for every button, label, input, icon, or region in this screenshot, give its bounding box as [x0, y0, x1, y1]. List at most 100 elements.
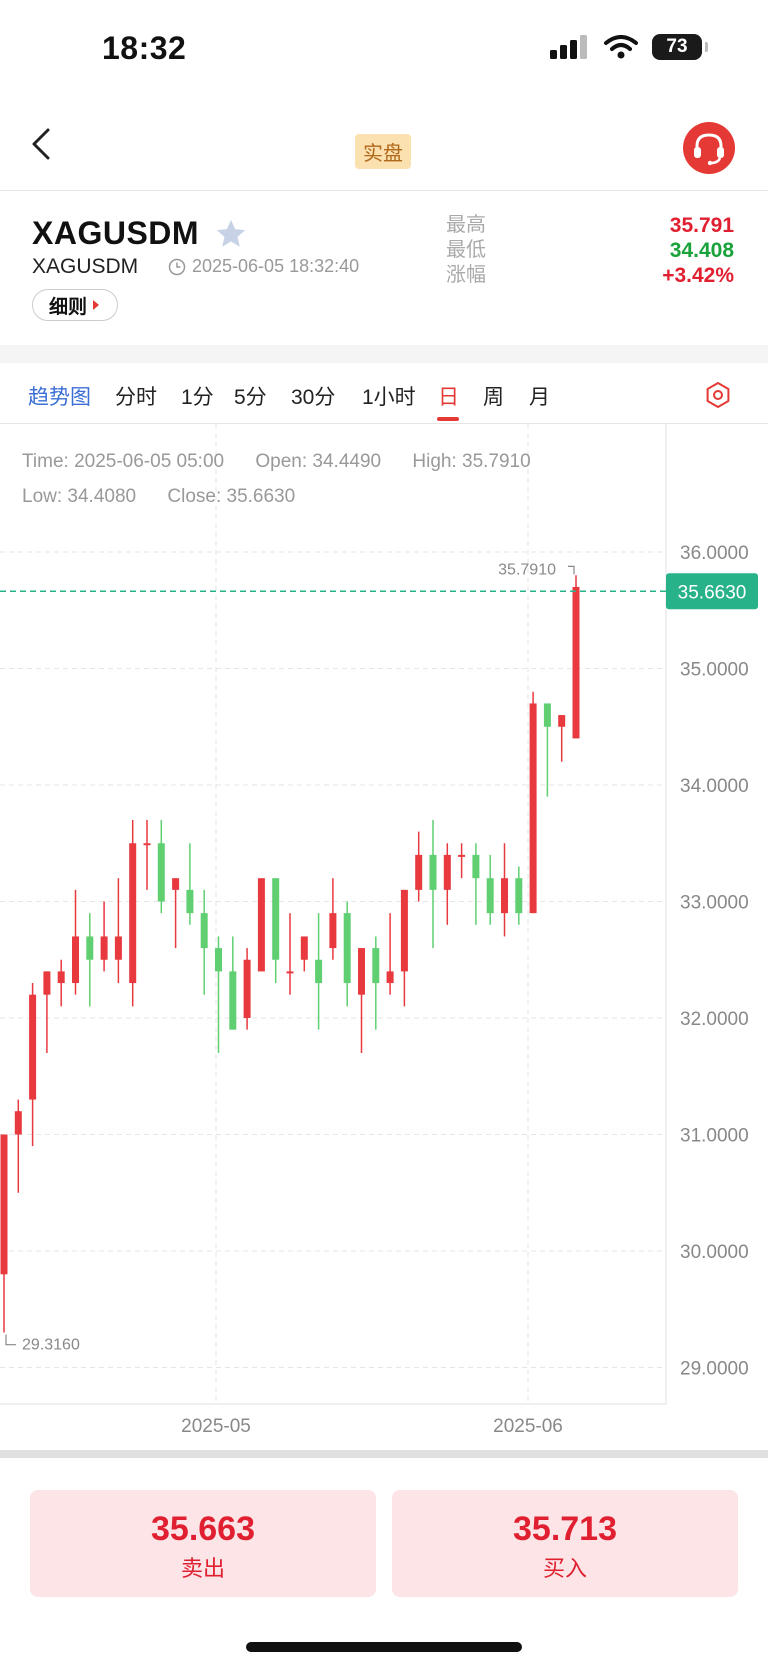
- status-bar: 18:32 73: [0, 0, 768, 100]
- tab-1min[interactable]: 1分: [181, 386, 214, 409]
- back-arrow-icon[interactable]: [24, 122, 64, 166]
- candle-body: [529, 703, 537, 914]
- active-tab-indicator: [437, 417, 459, 421]
- change-label: 涨幅: [446, 264, 486, 286]
- rules-button[interactable]: 细则: [32, 289, 119, 321]
- customer-support-button[interactable]: [683, 122, 735, 174]
- y-tick-label: 35.0000: [680, 660, 749, 681]
- home-indicator: [246, 1642, 522, 1652]
- tab-month[interactable]: 月: [529, 386, 550, 409]
- header-divider: [0, 190, 768, 191]
- account-mode-badge: 实盘: [355, 134, 411, 169]
- ohlc-readout: Time: 2025-06-05 05:00 Open: 34.4490 Hig…: [22, 444, 557, 514]
- ohlc-open: Open: 34.4490: [255, 451, 382, 472]
- buy-price: 35.713: [513, 1510, 617, 1548]
- buy-label: 买入: [542, 1556, 587, 1581]
- tab-trend[interactable]: 趋势图: [28, 386, 91, 409]
- x-tick-label: 2025-05: [181, 1416, 251, 1437]
- sell-price: 35.663: [151, 1510, 255, 1548]
- high-label: 最高: [446, 214, 486, 236]
- current-price-tag: [666, 573, 758, 610]
- status-icons: 73: [550, 34, 708, 60]
- symbol-title: XAGUSDM: [32, 215, 200, 251]
- ohlc-high: High: 35.7910: [412, 451, 531, 472]
- symbol-info-panel: XAGUSDM XAGUSDM 2025-06-05 18:32:40 细则 最…: [0, 191, 768, 343]
- candle-body: [315, 959, 323, 984]
- candle-body: [129, 843, 137, 984]
- candle-body: [501, 878, 508, 914]
- current-price-value: 35.6630: [678, 582, 747, 603]
- bottom-separator: [0, 1450, 768, 1458]
- tab-intraday[interactable]: 分时: [115, 386, 157, 409]
- y-tick-label: 32.0000: [680, 1009, 749, 1030]
- candle-body: [286, 971, 294, 974]
- candle-body: [172, 878, 180, 890]
- candle-body: [143, 843, 151, 846]
- tab-30min[interactable]: 30分: [291, 386, 336, 409]
- tab-day[interactable]: 日: [438, 386, 459, 409]
- candle-body: [243, 959, 251, 1018]
- y-tick-label: 30.0000: [680, 1242, 749, 1263]
- candle-body: [157, 843, 165, 902]
- tabs-divider: [0, 423, 768, 424]
- candle-body: [415, 854, 423, 890]
- section-gap: [0, 345, 768, 363]
- clock-icon: [168, 258, 186, 275]
- symbol-subtitle: XAGUSDM: [32, 255, 139, 278]
- stat-labels: 最高 最低 涨幅: [446, 213, 486, 288]
- candle-body: [515, 878, 523, 914]
- candle-body: [400, 889, 408, 972]
- rules-label: 细则: [49, 296, 88, 318]
- candle-body: [114, 936, 122, 960]
- headset-icon: [694, 133, 724, 166]
- candle-body: [358, 948, 365, 995]
- wifi-icon: [604, 35, 638, 59]
- max-price-marker: [568, 565, 575, 575]
- candle-body: [100, 936, 108, 960]
- candle-body: [543, 703, 551, 727]
- min-price-label: 29.3160: [22, 1337, 80, 1354]
- candle-body: [257, 878, 265, 972]
- candle-body: [472, 854, 480, 879]
- candle-body: [458, 854, 466, 857]
- candle-body: [486, 878, 494, 914]
- chart-settings-icon[interactable]: [704, 381, 732, 409]
- candle-body: [229, 971, 237, 1030]
- y-tick-label: 36.0000: [680, 543, 749, 564]
- y-tick-label: 34.0000: [680, 776, 749, 797]
- candle-body: [443, 854, 451, 890]
- candle-body: [86, 936, 94, 960]
- tab-5min[interactable]: 5分: [234, 386, 267, 409]
- candle-body: [43, 971, 51, 995]
- x-tick-label: 2025-06: [493, 1416, 563, 1437]
- ohlc-low: Low: 34.4080: [22, 486, 137, 507]
- tab-1hour[interactable]: 1小时: [362, 386, 416, 409]
- favorite-star-icon[interactable]: [214, 217, 248, 251]
- sell-button[interactable]: 35.663 卖出: [30, 1490, 376, 1597]
- candle-body: [272, 878, 280, 960]
- candle-body: [300, 936, 308, 960]
- candle-body: [14, 1111, 22, 1135]
- candle-body: [186, 889, 194, 914]
- low-value: 34.408: [669, 239, 734, 262]
- y-tick-label: 31.0000: [680, 1126, 749, 1147]
- tab-week[interactable]: 周: [483, 386, 504, 409]
- candle-body: [343, 913, 351, 984]
- period-tabs: 趋势图 分时 1分 5分 30分 1小时 日 周 月: [0, 363, 768, 423]
- nav-bar: 实盘: [0, 100, 768, 190]
- candle-body: [558, 715, 566, 727]
- cellular-signal-icon: [550, 35, 587, 59]
- y-tick-label: 29.0000: [680, 1359, 749, 1380]
- stat-values: 35.791 34.408 +3.42%: [662, 213, 734, 288]
- candle-body: [429, 854, 437, 890]
- candle-body: [386, 971, 394, 984]
- buy-button[interactable]: 35.713 买入: [392, 1490, 738, 1597]
- candle-body: [329, 913, 337, 949]
- candlestick-chart[interactable]: 36.0000 35.0000 34.0000 33.0000 32.0000 31.00…: [0, 424, 768, 1454]
- max-price-label: 35.7910: [498, 561, 556, 578]
- caret-right-icon: [93, 300, 100, 310]
- battery-indicator: 73: [652, 34, 708, 60]
- candle-body: [200, 913, 208, 949]
- candle-body: [29, 994, 37, 1100]
- sell-label: 卖出: [180, 1556, 225, 1581]
